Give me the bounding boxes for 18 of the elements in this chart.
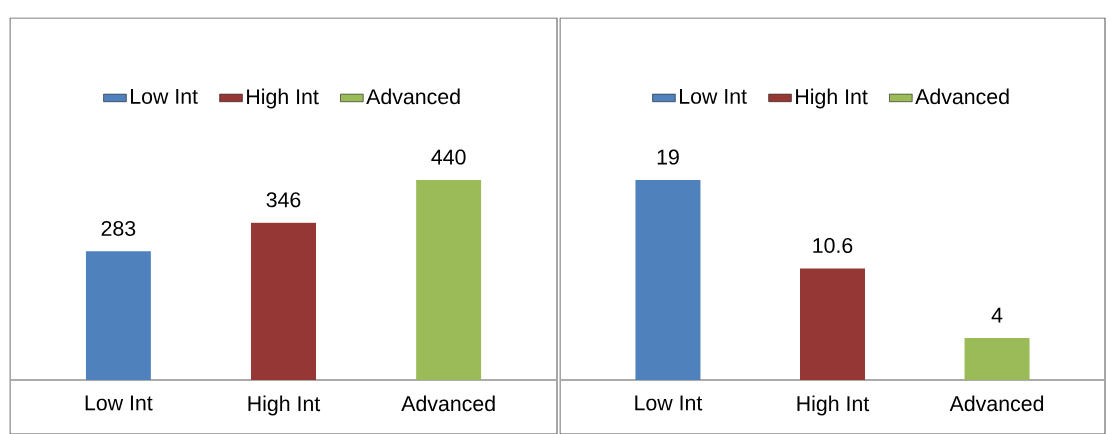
legend-label: High Int — [247, 88, 319, 109]
data-label: 4 — [991, 307, 1003, 323]
x-tick-label: High Int — [248, 395, 321, 416]
x-tick-label: Advanced — [401, 395, 495, 412]
legend-label: Low Int — [131, 88, 198, 104]
legend-label: High Int — [796, 88, 868, 109]
legend-label: Advanced — [366, 88, 460, 105]
x-tick-label: Low Int — [85, 395, 153, 411]
data-label: 283 — [101, 220, 136, 236]
x-tick-label: High Int — [797, 395, 870, 416]
data-label: 10.6 — [813, 237, 853, 254]
legend-label: Low Int — [680, 88, 747, 104]
data-label: 440 — [431, 149, 466, 165]
data-label: 19 — [657, 149, 679, 165]
data-label: 346 — [266, 192, 301, 208]
legend-label: Advanced — [915, 88, 1009, 105]
x-tick-label: Low Int — [635, 395, 703, 411]
x-tick-label: Advanced — [949, 395, 1044, 412]
